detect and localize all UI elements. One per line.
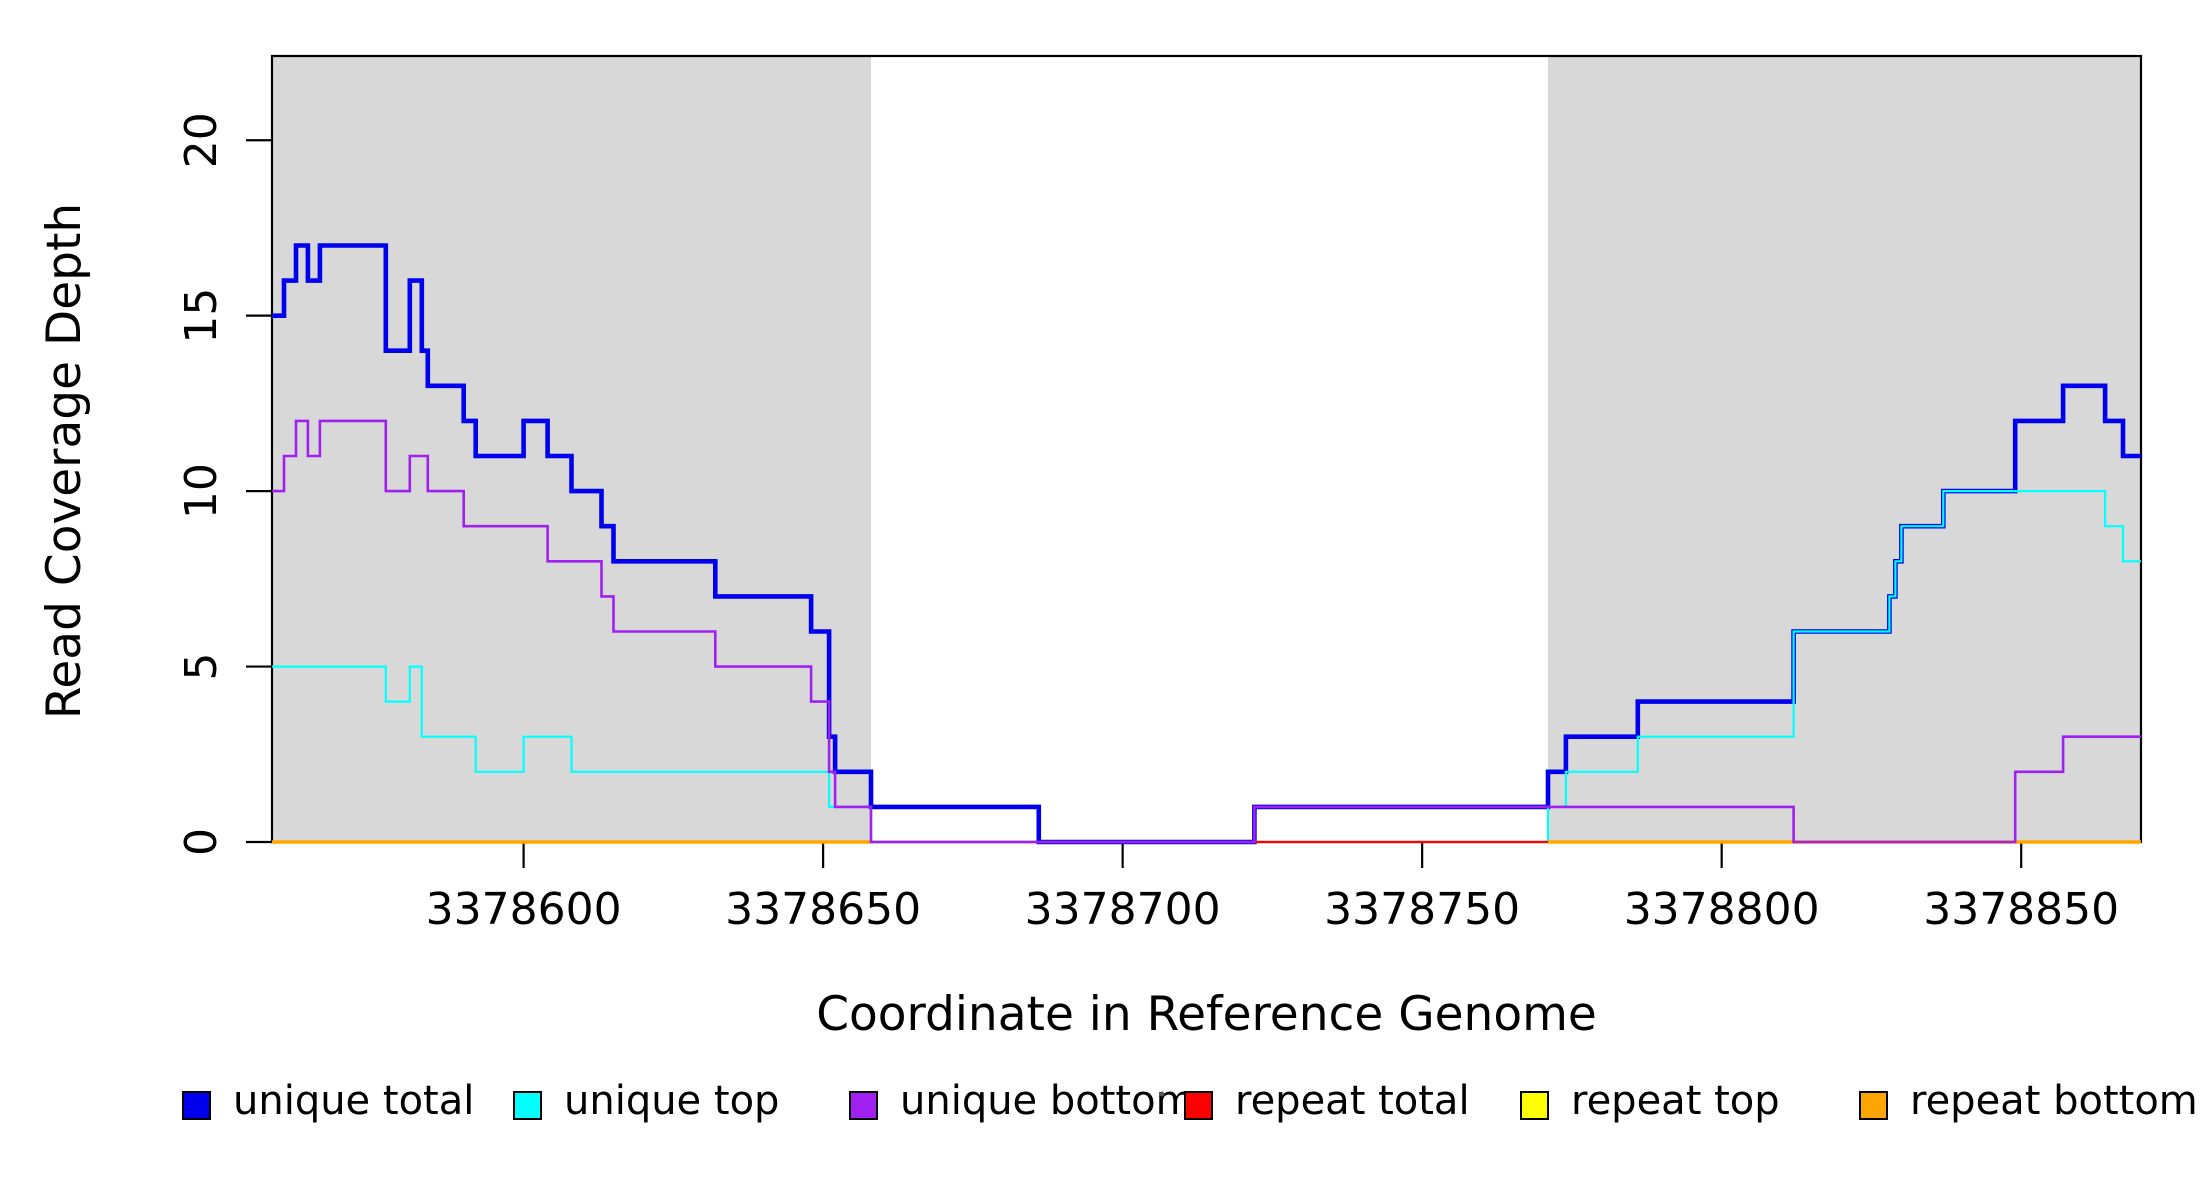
legend-swatch-repeat-top <box>1520 1091 1549 1120</box>
x-tick-label: 3378650 <box>725 884 921 935</box>
y-tick-label: 10 <box>176 463 227 519</box>
legend-label: unique total <box>233 1078 474 1124</box>
right-gray-region <box>1547 56 2141 842</box>
stray-dot <box>1159 1091 1165 1097</box>
legend-label: unique top <box>564 1078 779 1124</box>
x-tick-label: 3378800 <box>1624 884 1820 935</box>
left-gray-region <box>272 56 872 842</box>
legend-swatch-repeat-bottom <box>1859 1091 1888 1120</box>
x-tick-label: 3378600 <box>426 884 622 935</box>
legend-swatch-repeat-total <box>1184 1091 1213 1120</box>
legend-label: repeat total <box>1235 1078 1470 1124</box>
x-tick-label: 3378700 <box>1025 884 1221 935</box>
legend-label: repeat bottom <box>1910 1078 2198 1124</box>
legend-swatch-unique-total <box>182 1091 211 1120</box>
legend-label: unique bottom <box>900 1078 1195 1124</box>
legend-label: repeat top <box>1571 1078 1780 1124</box>
series-line-unique-bottom <box>272 419 2141 844</box>
y-tick-label: 5 <box>176 653 227 681</box>
y-tick-label: 15 <box>176 288 227 344</box>
x-axis-title: Coordinate in Reference Genome <box>816 987 1597 1042</box>
x-tick-label: 3378750 <box>1324 884 1520 935</box>
y-axis-title: Read Coverage Depth <box>37 203 92 719</box>
legend-swatch-unique-top <box>513 1091 542 1120</box>
legend-swatch-unique-bottom <box>849 1091 878 1120</box>
y-tick-label: 20 <box>176 112 227 168</box>
x-tick-label: 3378850 <box>1923 884 2119 935</box>
y-tick-label: 0 <box>176 828 227 856</box>
